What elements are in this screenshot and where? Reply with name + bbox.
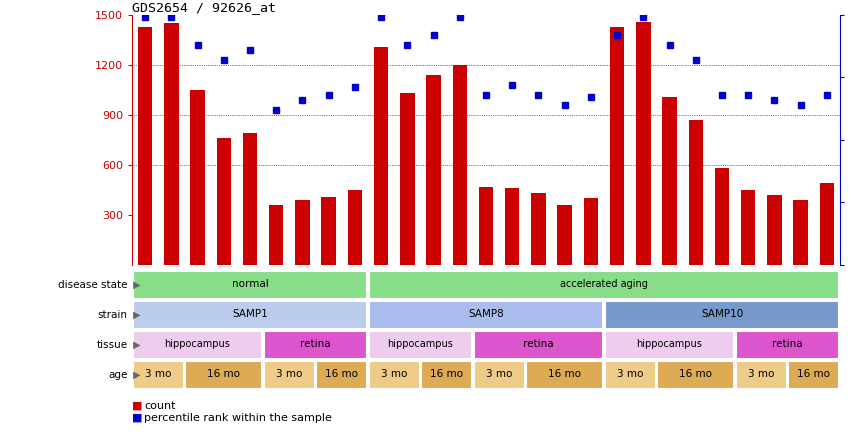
Bar — [793, 200, 808, 265]
Text: ▶: ▶ — [130, 310, 141, 320]
Bar — [422, 361, 472, 389]
Bar — [400, 93, 415, 265]
Text: disease state: disease state — [59, 280, 128, 290]
Bar — [138, 27, 152, 265]
Bar — [427, 75, 441, 265]
Bar — [348, 190, 362, 265]
Bar — [316, 361, 367, 389]
Bar — [736, 361, 787, 389]
Bar — [217, 139, 231, 265]
Text: retina: retina — [300, 339, 331, 349]
Bar — [636, 22, 650, 265]
Bar — [819, 183, 834, 265]
Bar — [558, 205, 572, 265]
Bar — [688, 120, 703, 265]
Text: 16 mo: 16 mo — [207, 369, 241, 380]
Text: retina: retina — [523, 339, 553, 349]
Text: ■: ■ — [132, 401, 143, 411]
Text: ▶: ▶ — [130, 280, 141, 290]
Text: 16 mo: 16 mo — [548, 369, 581, 380]
Bar — [605, 361, 655, 389]
Bar — [605, 331, 734, 359]
Bar — [768, 195, 782, 265]
Text: hippocampus: hippocampus — [637, 339, 702, 349]
Text: hippocampus: hippocampus — [388, 339, 453, 349]
Bar — [526, 361, 604, 389]
Bar — [662, 97, 677, 265]
Text: percentile rank within the sample: percentile rank within the sample — [144, 413, 332, 423]
Text: strain: strain — [98, 310, 127, 320]
Bar — [605, 301, 839, 329]
Bar — [610, 27, 624, 265]
Bar — [374, 47, 388, 265]
Bar — [369, 331, 472, 359]
Text: ■: ■ — [132, 413, 143, 423]
Bar — [185, 361, 263, 389]
Text: 3 mo: 3 mo — [748, 369, 774, 380]
Text: 3 mo: 3 mo — [145, 369, 172, 380]
Text: accelerated aging: accelerated aging — [560, 279, 648, 289]
Text: retina: retina — [773, 339, 803, 349]
Bar — [243, 133, 258, 265]
Bar — [369, 301, 604, 329]
Text: normal: normal — [231, 279, 269, 289]
Text: 3 mo: 3 mo — [381, 369, 407, 380]
Bar — [264, 361, 314, 389]
Text: SAMP8: SAMP8 — [468, 309, 504, 319]
Bar — [505, 188, 519, 265]
Bar — [133, 331, 263, 359]
Bar — [473, 361, 524, 389]
Bar — [321, 197, 336, 265]
Bar — [788, 361, 839, 389]
Text: 16 mo: 16 mo — [679, 369, 712, 380]
Text: ▶: ▶ — [130, 370, 141, 380]
Text: 16 mo: 16 mo — [797, 369, 830, 380]
Text: 3 mo: 3 mo — [276, 369, 303, 380]
Bar — [133, 271, 367, 299]
Bar — [736, 331, 839, 359]
Bar — [369, 271, 839, 299]
Bar — [531, 193, 546, 265]
Bar — [452, 65, 467, 265]
Text: 3 mo: 3 mo — [617, 369, 643, 380]
Text: 3 mo: 3 mo — [486, 369, 513, 380]
Bar — [657, 361, 734, 389]
Bar — [133, 301, 367, 329]
Text: SAMP10: SAMP10 — [701, 309, 743, 319]
Bar — [164, 24, 178, 265]
Text: age: age — [109, 370, 127, 380]
Bar — [741, 190, 756, 265]
Bar — [264, 331, 367, 359]
Text: 16 mo: 16 mo — [430, 369, 463, 380]
Text: hippocampus: hippocampus — [165, 339, 230, 349]
Text: GDS2654 / 92626_at: GDS2654 / 92626_at — [132, 1, 276, 14]
Bar — [190, 90, 205, 265]
Text: ▶: ▶ — [130, 340, 141, 350]
Bar — [369, 361, 420, 389]
Text: tissue: tissue — [97, 340, 128, 350]
Text: count: count — [144, 401, 175, 411]
Bar — [133, 361, 184, 389]
Bar — [269, 205, 283, 265]
Bar — [295, 200, 309, 265]
Bar — [584, 198, 598, 265]
Bar — [479, 186, 493, 265]
Bar — [715, 168, 729, 265]
Text: SAMP1: SAMP1 — [232, 309, 268, 319]
Bar — [473, 331, 604, 359]
Text: 16 mo: 16 mo — [326, 369, 359, 380]
